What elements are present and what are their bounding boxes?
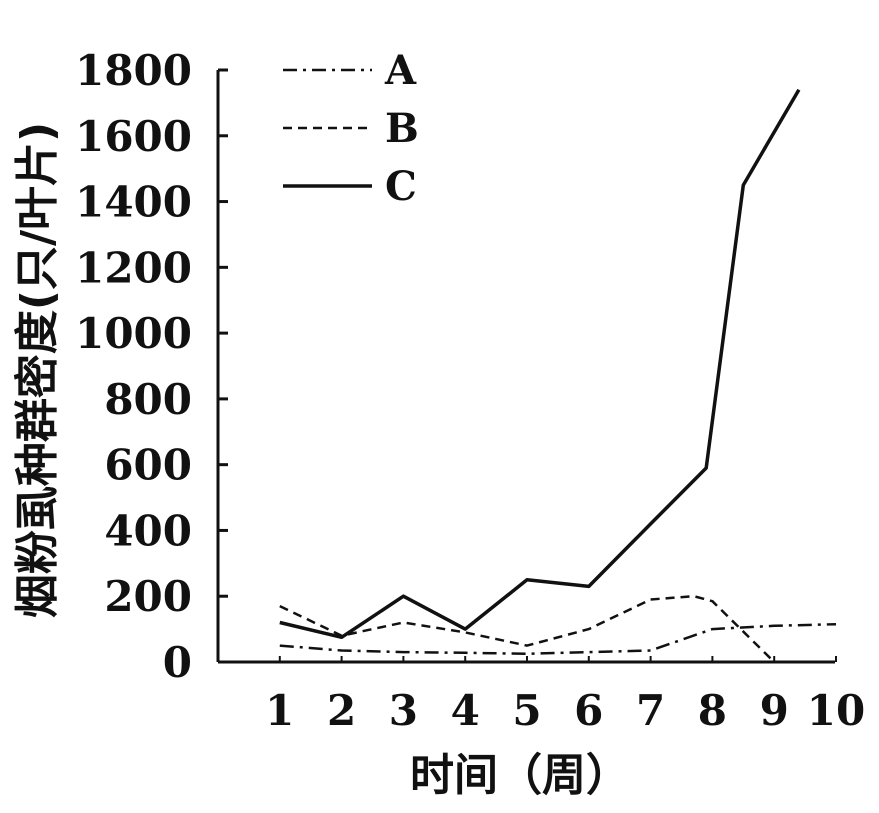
x-tick-label: 2 [327,686,356,735]
y-axis-title: 烟粉虱种群密度(只/叶片) [12,122,63,618]
series-line-a [279,622,837,656]
y-tick-label: 1600 [75,112,192,161]
x-tick-label: 7 [636,686,665,735]
x-tick-label: 9 [760,686,789,735]
series-line-b [279,594,776,663]
legend-label-c: C [385,163,417,210]
y-tick-label: 400 [104,506,192,555]
legend: ABC [283,47,419,210]
y-tick-label: 1800 [75,46,192,95]
series-layer [279,88,837,663]
axes [216,70,835,664]
x-axis-title: 时间（周） [410,750,630,801]
legend-label-a: A [384,47,417,94]
x-tick-label: 10 [807,686,865,735]
x-tick-label: 4 [451,686,480,735]
y-tick-label: 1400 [75,178,192,227]
x-ticks: 1 2 3 4 5 6 7 8 9 10 [265,656,865,735]
y-tick-label: 200 [104,572,192,621]
series-line-c [279,88,801,640]
y-tick-label: 1000 [75,309,192,358]
x-tick-label: 1 [265,686,294,735]
y-tick-label: 0 [163,638,192,687]
y-ticks: 0 200 400 600 800 1000 1200 1400 1600 1800 [75,46,228,687]
x-tick-label: 8 [698,686,727,735]
x-tick-label: 6 [574,686,603,735]
x-tick-label: 3 [389,686,418,735]
legend-label-b: B [385,105,419,152]
y-tick-label: 800 [104,375,192,424]
y-tick-label: 1200 [75,243,192,292]
y-tick-label: 600 [104,441,192,490]
x-tick-label: 5 [512,686,541,735]
